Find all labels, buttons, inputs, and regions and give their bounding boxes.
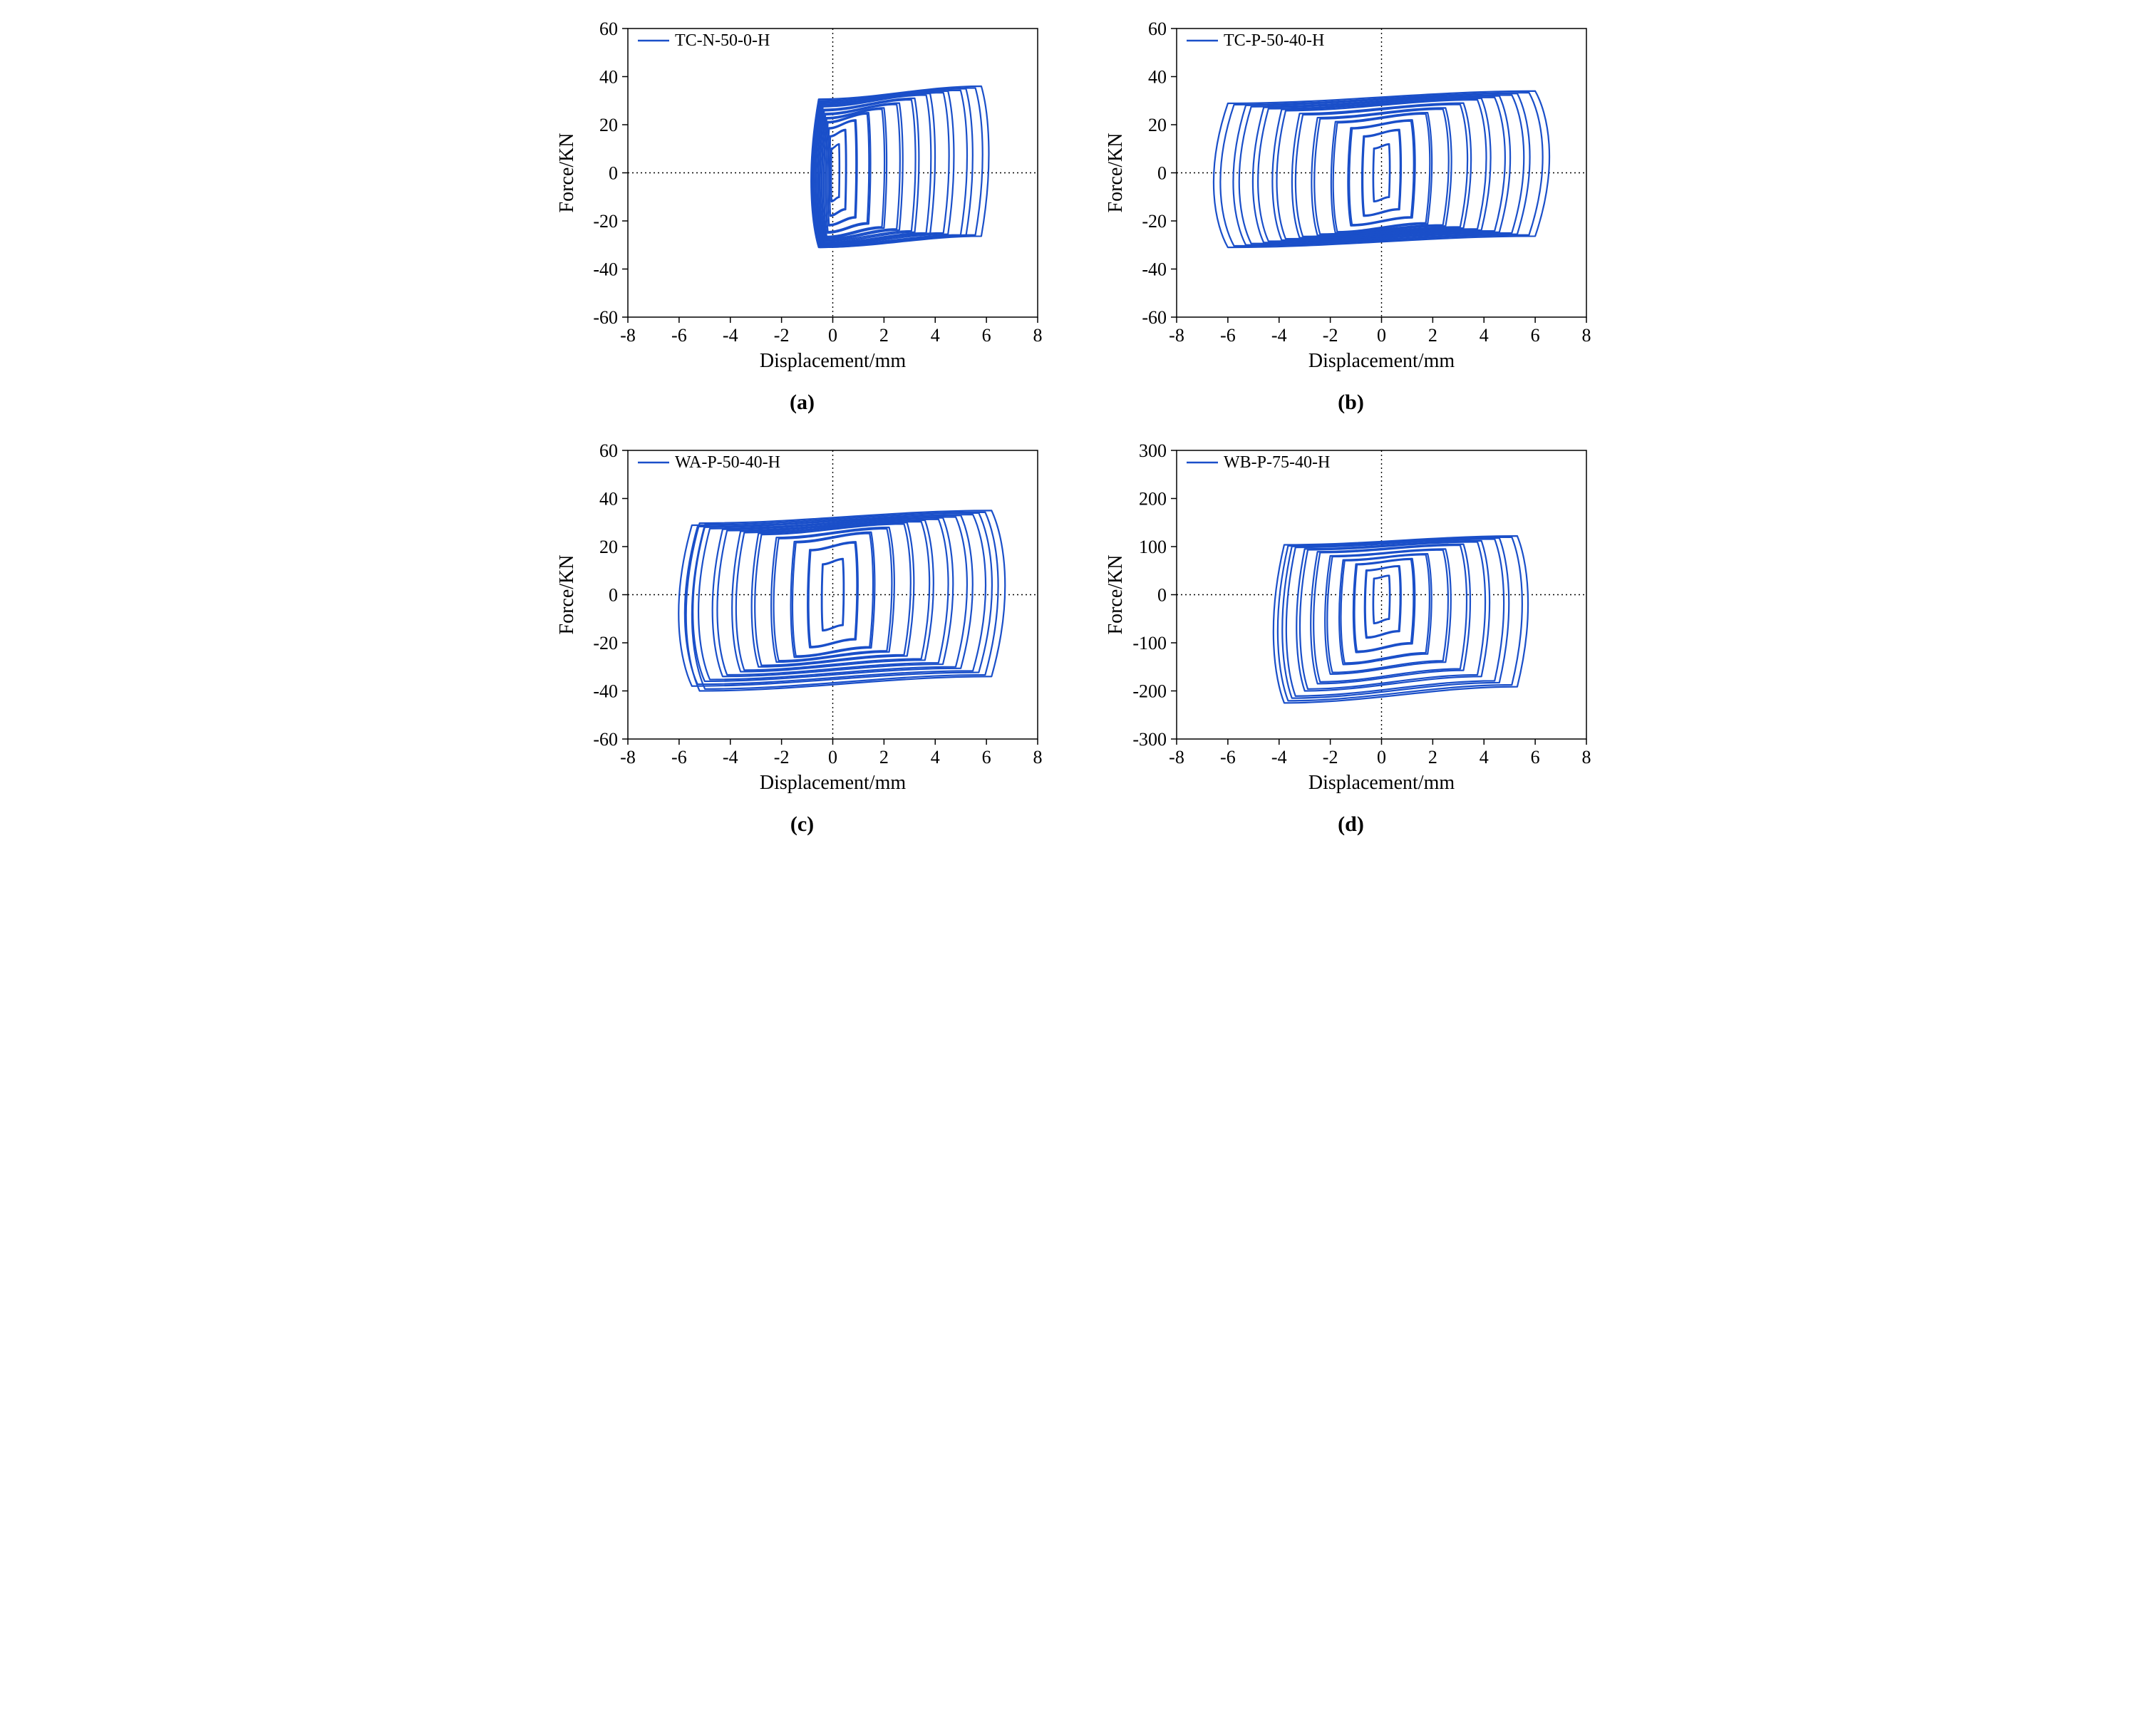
svg-text:-6: -6 <box>671 325 687 346</box>
legend-label: WB-P-75-40-H <box>1224 453 1330 472</box>
svg-text:-8: -8 <box>620 325 636 346</box>
svg-text:-4: -4 <box>722 325 738 346</box>
svg-text:-300: -300 <box>1132 729 1167 750</box>
svg-text:60: 60 <box>1148 19 1167 39</box>
svg-text:0: 0 <box>828 747 837 768</box>
panel-caption: (c) <box>790 812 814 837</box>
svg-text:0: 0 <box>609 163 618 184</box>
svg-text:60: 60 <box>599 440 618 461</box>
svg-text:-8: -8 <box>1169 325 1184 346</box>
svg-text:300: 300 <box>1139 440 1167 461</box>
panel-a: -8-6-4-202468-60-40-200204060Displacemen… <box>549 14 1055 415</box>
chart-grid: -8-6-4-202468-60-40-200204060Displacemen… <box>549 14 1604 837</box>
x-axis-label: Displacement/mm <box>759 772 906 794</box>
svg-text:0: 0 <box>1157 585 1167 606</box>
svg-text:2: 2 <box>879 747 888 768</box>
svg-text:0: 0 <box>1377 325 1386 346</box>
svg-text:-60: -60 <box>593 307 618 328</box>
svg-text:0: 0 <box>1377 747 1386 768</box>
legend-label: TC-N-50-0-H <box>675 31 770 50</box>
x-axis-label: Displacement/mm <box>759 350 906 372</box>
svg-text:-200: -200 <box>1132 681 1167 702</box>
svg-text:-2: -2 <box>773 747 789 768</box>
svg-text:8: 8 <box>1033 747 1042 768</box>
y-axis-label: Force/KN <box>1105 133 1127 213</box>
svg-text:-20: -20 <box>1142 211 1167 232</box>
svg-text:8: 8 <box>1581 747 1591 768</box>
svg-text:-2: -2 <box>1322 325 1338 346</box>
svg-text:8: 8 <box>1581 325 1591 346</box>
svg-text:-4: -4 <box>1271 325 1286 346</box>
svg-text:0: 0 <box>609 585 618 606</box>
svg-text:2: 2 <box>879 325 888 346</box>
svg-text:-20: -20 <box>593 633 618 653</box>
svg-text:40: 40 <box>599 489 618 510</box>
svg-text:40: 40 <box>599 67 618 88</box>
svg-text:40: 40 <box>1148 67 1167 88</box>
svg-text:20: 20 <box>599 115 618 135</box>
panel-caption: (b) <box>1338 391 1364 415</box>
svg-text:-6: -6 <box>1220 747 1236 768</box>
legend-label: TC-P-50-40-H <box>1224 31 1324 50</box>
svg-text:-8: -8 <box>620 747 636 768</box>
legend: WB-P-75-40-H <box>1187 453 1330 472</box>
svg-text:-4: -4 <box>1271 747 1286 768</box>
svg-text:6: 6 <box>1530 325 1539 346</box>
y-axis-label: Force/KN <box>556 133 578 213</box>
svg-text:-6: -6 <box>1220 325 1236 346</box>
svg-text:-60: -60 <box>1142 307 1167 328</box>
panel-caption: (d) <box>1338 812 1364 837</box>
svg-text:4: 4 <box>1479 325 1488 346</box>
svg-text:-8: -8 <box>1169 747 1184 768</box>
svg-text:-40: -40 <box>593 681 618 702</box>
svg-text:200: 200 <box>1139 489 1167 510</box>
legend: TC-N-50-0-H <box>638 31 770 50</box>
legend: WA-P-50-40-H <box>638 453 780 472</box>
svg-text:20: 20 <box>599 537 618 557</box>
svg-text:20: 20 <box>1148 115 1167 135</box>
panel-d: -8 -6 -4 -2 0 2 4 6 8 -300 -200 -100 0 100 200 300 Displ… <box>1098 436 1604 837</box>
svg-text:100: 100 <box>1139 537 1167 557</box>
svg-text:4: 4 <box>930 747 939 768</box>
svg-text:8: 8 <box>1033 325 1042 346</box>
hysteresis-chart-b: -8-6-4-202468-60-40-200204060Displacemen… <box>1102 14 1601 385</box>
svg-text:6: 6 <box>1530 747 1539 768</box>
panel-c: -8-6-4-202468-60-40-200204060Displacemen… <box>549 436 1055 837</box>
x-axis-label: Displacement/mm <box>1308 772 1455 794</box>
hysteresis-chart-d: -8 -6 -4 -2 0 2 4 6 8 -300 -200 -100 0 100 200 300 Displ… <box>1102 436 1601 807</box>
svg-text:-100: -100 <box>1132 633 1167 653</box>
svg-text:-20: -20 <box>593 211 618 232</box>
panel-b: -8-6-4-202468-60-40-200204060Displacemen… <box>1098 14 1604 415</box>
svg-text:2: 2 <box>1427 747 1437 768</box>
svg-text:-6: -6 <box>671 747 687 768</box>
svg-text:-2: -2 <box>773 325 789 346</box>
svg-text:4: 4 <box>930 325 939 346</box>
svg-text:60: 60 <box>599 19 618 39</box>
y-axis-label: Force/KN <box>1105 555 1127 635</box>
svg-text:4: 4 <box>1479 747 1488 768</box>
svg-text:2: 2 <box>1427 325 1437 346</box>
legend: TC-P-50-40-H <box>1187 31 1324 50</box>
x-axis-label: Displacement/mm <box>1308 350 1455 372</box>
svg-text:-40: -40 <box>1142 259 1167 280</box>
panel-caption: (a) <box>790 391 815 415</box>
svg-text:6: 6 <box>981 747 991 768</box>
svg-text:-4: -4 <box>722 747 738 768</box>
svg-text:0: 0 <box>1157 163 1167 184</box>
svg-text:-40: -40 <box>593 259 618 280</box>
svg-text:0: 0 <box>828 325 837 346</box>
hysteresis-chart-a: -8-6-4-202468-60-40-200204060Displacemen… <box>553 14 1052 385</box>
y-axis-label: Force/KN <box>556 555 578 635</box>
svg-text:6: 6 <box>981 325 991 346</box>
svg-text:-60: -60 <box>593 729 618 750</box>
svg-text:-2: -2 <box>1322 747 1338 768</box>
hysteresis-chart-c: -8-6-4-202468-60-40-200204060Displacemen… <box>553 436 1052 807</box>
legend-label: WA-P-50-40-H <box>675 453 780 472</box>
